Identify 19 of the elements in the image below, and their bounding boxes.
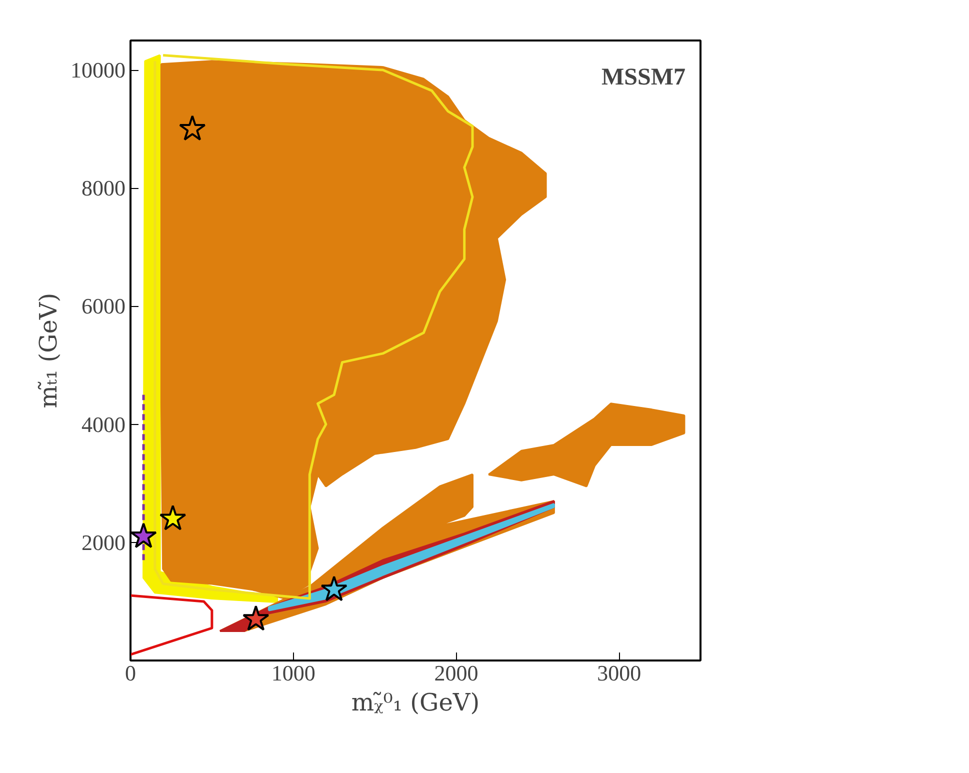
point: [159, 504, 186, 530]
y-axis-title: mₜ̃₁ (GeV): [34, 292, 62, 408]
x-tick-label: 2000: [434, 660, 478, 686]
y-tick-label: 2000: [82, 530, 126, 555]
point: [242, 605, 270, 631]
line-series: [154, 54, 474, 600]
y-tick-label: 6000: [82, 294, 126, 319]
x-tick-label: 3000: [597, 660, 642, 686]
y-tick-label: 4000: [82, 412, 126, 437]
x-tick-label: 0: [125, 660, 136, 686]
y-tick-label: 10000: [70, 58, 126, 83]
x-axis-title: mᵪ̃⁰₁ (GeV): [351, 688, 480, 716]
line-series: [130, 594, 214, 656]
point: [320, 576, 348, 602]
annotation: MSSM7: [602, 64, 686, 90]
y-tick-label: 8000: [82, 176, 126, 201]
point: [130, 522, 157, 548]
x-tick-label: 1000: [271, 660, 316, 686]
point: [179, 115, 206, 141]
